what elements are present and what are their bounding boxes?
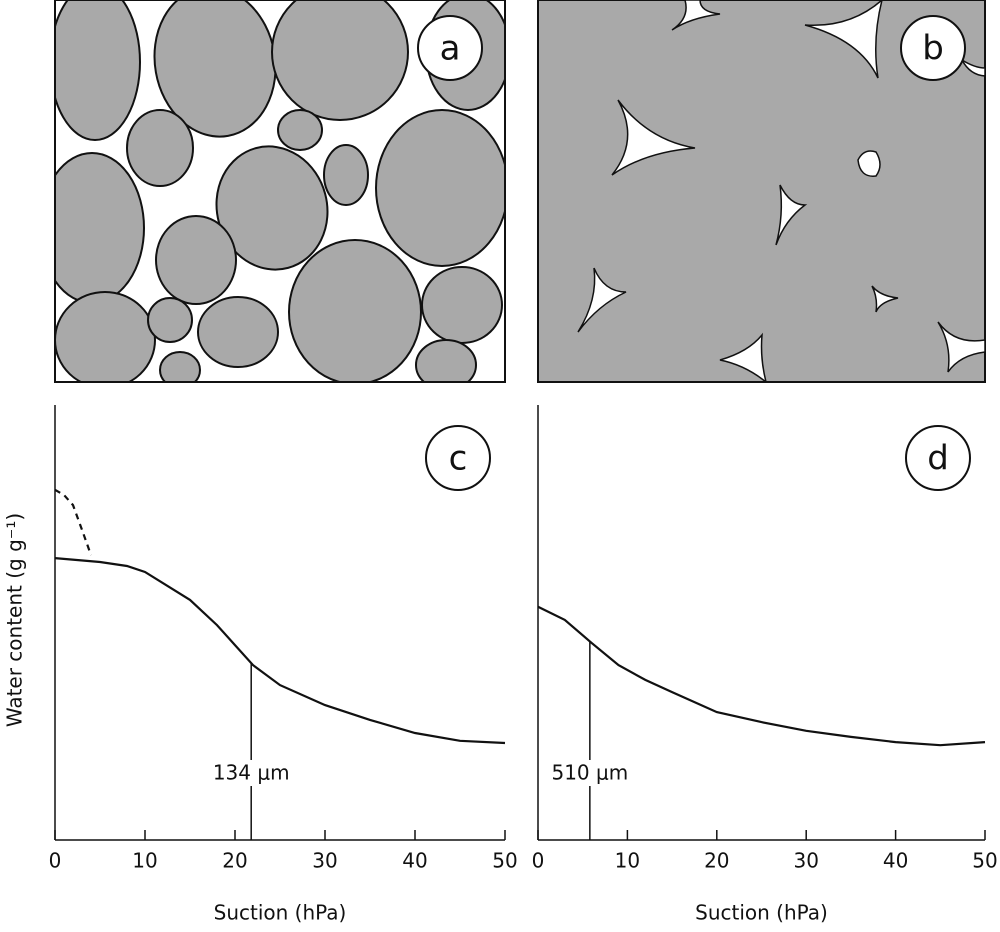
x-tick-label: 0 [532,849,545,873]
particle [155,215,237,305]
pore [871,285,899,313]
pores [577,0,985,382]
annotation-label: 510 μm [551,761,628,785]
annotation-background [549,760,630,786]
annotation-background [211,760,292,786]
particle [55,0,141,141]
x-axis-label: Suction (hPa) [695,901,828,925]
curve [54,557,506,745]
pore [937,321,985,373]
x-tick-label: 20 [222,849,247,873]
pore [671,0,721,31]
particle [215,145,329,271]
label-circle [905,425,971,491]
particle [415,339,477,382]
particle [126,109,194,187]
curve [54,488,93,556]
particle [277,109,323,151]
x-tick-label: 10 [615,849,640,873]
curve [537,605,986,747]
y-axis-label: Water content (g g⁻¹) [3,513,27,727]
pore [719,332,767,382]
particle [147,297,193,343]
x-tick-label: 50 [972,849,997,873]
panel-label: d [927,439,949,479]
x-tick-label: 50 [492,849,517,873]
particle [323,144,369,206]
particle [288,239,422,382]
pore [577,267,627,333]
pore [804,0,883,79]
x-axis-label: Suction (hPa) [214,901,347,925]
pore [857,150,881,177]
panel-label: c [449,439,468,479]
particle [197,296,279,368]
panel-label: b [922,29,944,69]
x-tick-label: 40 [883,849,908,873]
panel-label: a [440,29,461,69]
label-circle [425,425,491,491]
pore [960,57,985,77]
x-tick-label: 0 [49,849,62,873]
x-tick-label: 30 [312,849,337,873]
x-tick-label: 40 [402,849,427,873]
panel-a-label: a [417,15,483,81]
particle [271,0,409,121]
annotation-label: 134 μm [213,761,290,785]
label-circle [900,15,966,81]
panel-b-label: b [900,15,966,81]
x-tick-label: 10 [132,849,157,873]
x-tick-label: 30 [793,849,818,873]
particle [375,109,505,267]
pore [611,99,696,176]
pore [775,184,808,246]
x-tick-label: 20 [704,849,729,873]
particle [55,291,156,382]
particle [421,266,503,344]
particle [159,351,201,382]
panel-border [54,0,506,383]
label-circle [417,15,483,81]
